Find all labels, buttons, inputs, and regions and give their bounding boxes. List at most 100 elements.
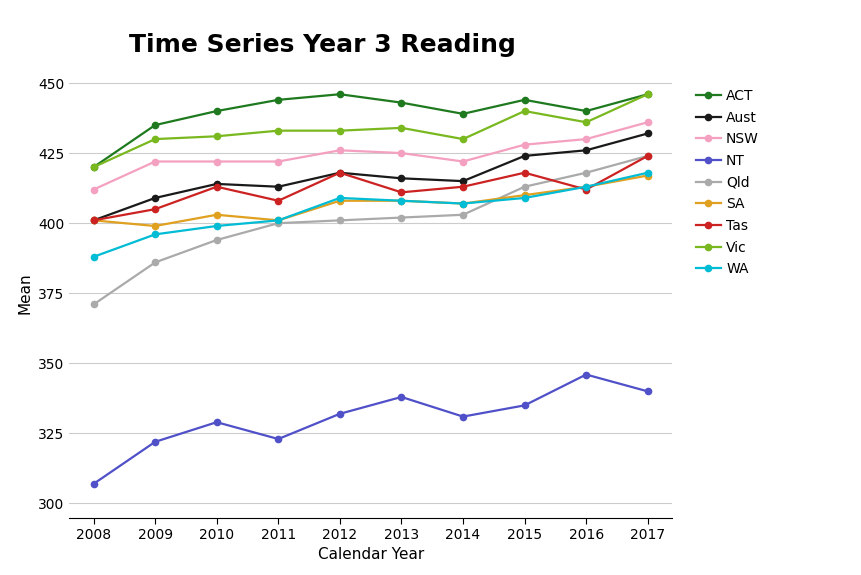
Legend: ACT, Aust, NSW, NT, Qld, SA, Tas, Vic, WA: ACT, Aust, NSW, NT, Qld, SA, Tas, Vic, W… (691, 85, 762, 281)
Tas (211, 183, 221, 190)
NSW (580, 136, 591, 143)
NT (211, 419, 221, 426)
Line: SA: SA (90, 172, 650, 229)
Tas (273, 197, 283, 204)
WA (580, 183, 591, 190)
Line: Aust: Aust (90, 131, 650, 224)
Line: NT: NT (90, 371, 650, 487)
WA (457, 200, 468, 207)
WA (273, 217, 283, 224)
NT (519, 402, 530, 409)
ACT (396, 99, 406, 106)
ACT (211, 108, 221, 114)
Aust (580, 147, 591, 154)
SA (580, 183, 591, 190)
NSW (519, 141, 530, 148)
Vic (211, 133, 221, 140)
NT (273, 435, 283, 442)
ACT (641, 91, 652, 98)
Vic (580, 119, 591, 126)
Tas (519, 169, 530, 176)
Aust (334, 169, 344, 176)
NT (334, 411, 344, 417)
NSW (641, 119, 652, 126)
X-axis label: Calendar Year: Calendar Year (317, 547, 424, 562)
NT (150, 438, 160, 445)
ACT (519, 97, 530, 104)
ACT (580, 108, 591, 114)
ACT (457, 110, 468, 117)
Vic (273, 127, 283, 134)
Aust (457, 178, 468, 185)
NSW (457, 158, 468, 165)
SA (457, 200, 468, 207)
NT (641, 388, 652, 395)
Line: Vic: Vic (90, 91, 650, 170)
Aust (89, 217, 99, 224)
Qld (273, 220, 283, 227)
Line: Qld: Qld (90, 153, 650, 308)
Tas (334, 169, 344, 176)
Line: Tas: Tas (90, 153, 650, 224)
WA (150, 231, 160, 238)
SA (273, 217, 283, 224)
Aust (641, 130, 652, 137)
NSW (273, 158, 283, 165)
Y-axis label: Mean: Mean (17, 273, 32, 314)
Tas (457, 183, 468, 190)
Line: NSW: NSW (90, 119, 650, 193)
NT (580, 371, 591, 378)
NT (89, 480, 99, 487)
Line: WA: WA (90, 170, 650, 260)
Vic (641, 91, 652, 98)
Qld (150, 259, 160, 266)
SA (211, 212, 221, 218)
Qld (457, 212, 468, 218)
Tas (396, 189, 406, 196)
SA (150, 223, 160, 229)
NSW (150, 158, 160, 165)
Vic (89, 164, 99, 171)
Qld (396, 214, 406, 221)
WA (334, 194, 344, 201)
Tas (89, 217, 99, 224)
Vic (334, 127, 344, 134)
Qld (641, 152, 652, 159)
ACT (334, 91, 344, 98)
Vic (519, 108, 530, 114)
NSW (396, 150, 406, 156)
Aust (396, 175, 406, 182)
WA (519, 194, 530, 201)
WA (396, 197, 406, 204)
NSW (89, 186, 99, 193)
Aust (519, 152, 530, 159)
NSW (334, 147, 344, 154)
ACT (273, 97, 283, 104)
ACT (150, 121, 160, 128)
Line: ACT: ACT (90, 91, 650, 170)
NT (457, 413, 468, 420)
Qld (211, 236, 221, 243)
NT (396, 393, 406, 400)
Vic (457, 136, 468, 143)
Aust (273, 183, 283, 190)
SA (641, 172, 652, 179)
SA (334, 197, 344, 204)
SA (396, 197, 406, 204)
Tas (150, 206, 160, 213)
WA (211, 223, 221, 229)
WA (641, 169, 652, 176)
Aust (150, 194, 160, 201)
SA (89, 217, 99, 224)
SA (519, 191, 530, 198)
Aust (211, 181, 221, 187)
Qld (334, 217, 344, 224)
Title: Time Series Year 3 Reading: Time Series Year 3 Reading (129, 33, 515, 58)
Tas (641, 152, 652, 159)
ACT (89, 164, 99, 171)
Vic (150, 136, 160, 143)
Tas (580, 186, 591, 193)
Qld (519, 183, 530, 190)
NSW (211, 158, 221, 165)
Vic (396, 124, 406, 131)
